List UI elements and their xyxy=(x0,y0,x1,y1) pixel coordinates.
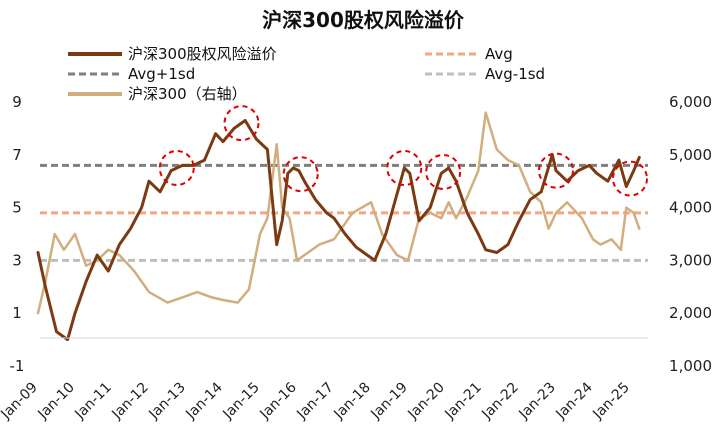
highlight-circle xyxy=(386,150,423,186)
legend-label-avg-plus-1sd: Avg+1sd xyxy=(128,65,195,83)
x-tick-label: Jan-24 xyxy=(552,379,596,423)
y-left-tick-label: 5 xyxy=(12,199,22,217)
y-left-tick-label: -1 xyxy=(10,357,25,375)
y-left-tick-label: 1 xyxy=(12,304,22,322)
x-tick-label: Jan-14 xyxy=(182,379,226,423)
highlight-circle xyxy=(612,160,648,197)
x-tick-label: Jan-17 xyxy=(293,380,336,423)
highlight-circle xyxy=(282,156,319,193)
x-tick-label: Jan-15 xyxy=(219,380,262,423)
chart-title: 沪深300股权风险溢价 xyxy=(262,8,465,32)
x-tick-label: Jan-12 xyxy=(108,380,151,423)
x-tick-label: Jan-18 xyxy=(330,380,373,423)
plot-area xyxy=(36,105,648,342)
x-tick-label: Jan-22 xyxy=(478,380,521,423)
y-left-tick-label: 7 xyxy=(12,146,22,164)
axes: 9 7 5 3 1 -1 6,000 5,000 4,000 3,000 2,000 1,000 Jan… xyxy=(0,93,712,423)
y-right-tick-label: 4,000 xyxy=(669,199,712,217)
legend-label-erp: 沪深300股权风险溢价 xyxy=(128,45,277,63)
series-line-erp xyxy=(36,119,641,342)
legend: 沪深300股权风险溢价 Avg Avg+1sd Avg-1sd 沪深300（右轴… xyxy=(68,45,545,103)
x-tick-label: Jan-16 xyxy=(256,379,300,423)
highlight-circle xyxy=(538,152,574,189)
highlight-circle xyxy=(158,150,195,186)
legend-label-avg: Avg xyxy=(485,45,513,63)
y-right-tick-label: 6,000 xyxy=(669,93,712,111)
x-tick-label: Jan-21 xyxy=(441,380,484,423)
x-tick-label: Jan-09 xyxy=(0,380,41,423)
x-tick-label: Jan-13 xyxy=(145,380,188,423)
x-tick-label: Jan-23 xyxy=(515,380,558,423)
y-right-tick-label: 3,000 xyxy=(669,251,712,269)
series-line-hs300 xyxy=(36,111,641,315)
x-tick-label: Jan-20 xyxy=(404,380,447,423)
highlight-circle xyxy=(223,105,260,142)
legend-label-hs300: 沪深300（右轴） xyxy=(128,85,247,103)
y-right-tick-label: 5,000 xyxy=(669,146,712,164)
y-left-tick-label: 3 xyxy=(12,251,22,269)
highlight-circle xyxy=(425,153,462,190)
y-right-tick-label: 2,000 xyxy=(669,304,712,322)
x-tick-label: Jan-19 xyxy=(367,380,410,423)
y-left-tick-label: 9 xyxy=(12,93,22,111)
x-tick-label: Jan-10 xyxy=(34,380,77,423)
x-tick-label: Jan-25 xyxy=(589,380,632,423)
y-right-tick-label: 1,000 xyxy=(669,357,712,375)
x-tick-label: Jan-11 xyxy=(71,380,114,423)
legend-label-avg-minus-1sd: Avg-1sd xyxy=(485,65,545,83)
